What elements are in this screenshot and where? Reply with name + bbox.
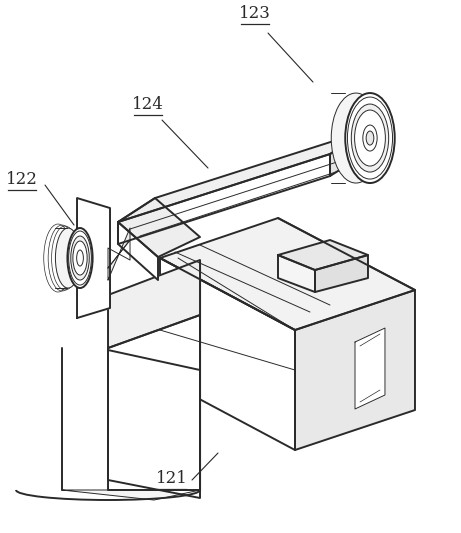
Text: 121: 121: [156, 470, 188, 487]
Ellipse shape: [71, 236, 89, 280]
Ellipse shape: [67, 228, 93, 288]
Text: 124: 124: [132, 96, 164, 113]
Polygon shape: [160, 258, 295, 450]
Polygon shape: [278, 255, 315, 292]
Ellipse shape: [363, 125, 377, 151]
Polygon shape: [160, 218, 415, 330]
Polygon shape: [278, 240, 368, 270]
Text: 122: 122: [6, 171, 38, 188]
Ellipse shape: [77, 250, 83, 266]
Ellipse shape: [355, 110, 385, 166]
Polygon shape: [62, 490, 200, 500]
Ellipse shape: [331, 93, 381, 183]
Polygon shape: [118, 222, 158, 280]
Polygon shape: [108, 315, 200, 490]
Ellipse shape: [366, 131, 374, 145]
Ellipse shape: [345, 93, 395, 183]
Ellipse shape: [55, 228, 81, 288]
Polygon shape: [330, 130, 368, 176]
Polygon shape: [108, 350, 200, 498]
Polygon shape: [108, 240, 130, 268]
Ellipse shape: [351, 104, 389, 172]
Polygon shape: [118, 198, 200, 257]
Polygon shape: [77, 198, 110, 318]
Text: 123: 123: [239, 5, 271, 22]
Polygon shape: [355, 328, 385, 409]
Polygon shape: [315, 255, 368, 292]
Polygon shape: [108, 260, 200, 348]
Polygon shape: [118, 130, 368, 222]
Polygon shape: [108, 228, 130, 280]
Polygon shape: [118, 154, 330, 244]
Polygon shape: [295, 290, 415, 450]
Ellipse shape: [73, 241, 87, 275]
